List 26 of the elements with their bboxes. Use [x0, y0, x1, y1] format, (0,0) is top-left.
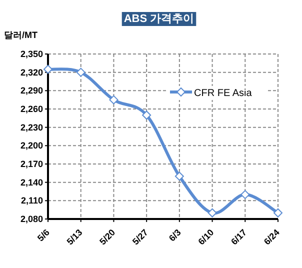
y-tick-label: 2,140 — [20, 177, 43, 188]
point — [274, 208, 282, 218]
point — [142, 110, 152, 120]
x-tick-label: 6/3 — [166, 227, 183, 244]
y-tick-label: 2,290 — [20, 86, 43, 96]
y-tick-label: 2,260 — [20, 104, 43, 114]
y-tick-label: 2,350 — [20, 49, 43, 59]
legend-label: CFR FE Asia — [194, 88, 252, 99]
y-tick-label: 2,170 — [20, 159, 43, 169]
y-axis-title: 달러/MT — [4, 30, 38, 40]
point — [240, 190, 250, 200]
x-tick-label: 5/13 — [64, 227, 84, 247]
y-tick-label: 2,200 — [20, 140, 43, 151]
point — [44, 64, 52, 74]
x-tick-label: 5/20 — [98, 227, 118, 247]
point — [76, 68, 86, 77]
chart-title: ABS 가격추이 — [124, 13, 194, 25]
point — [109, 95, 118, 104]
point — [174, 172, 184, 181]
x-tick-label: 6/10 — [196, 227, 216, 247]
y-tick-label: 2,080 — [20, 214, 43, 224]
x-tick-label: 5/6 — [35, 227, 52, 244]
y-tick-label: 2,230 — [20, 122, 43, 132]
point — [208, 208, 217, 218]
y-tick-label: 2,320 — [20, 67, 43, 78]
y-tick-label: 2,110 — [20, 196, 43, 206]
